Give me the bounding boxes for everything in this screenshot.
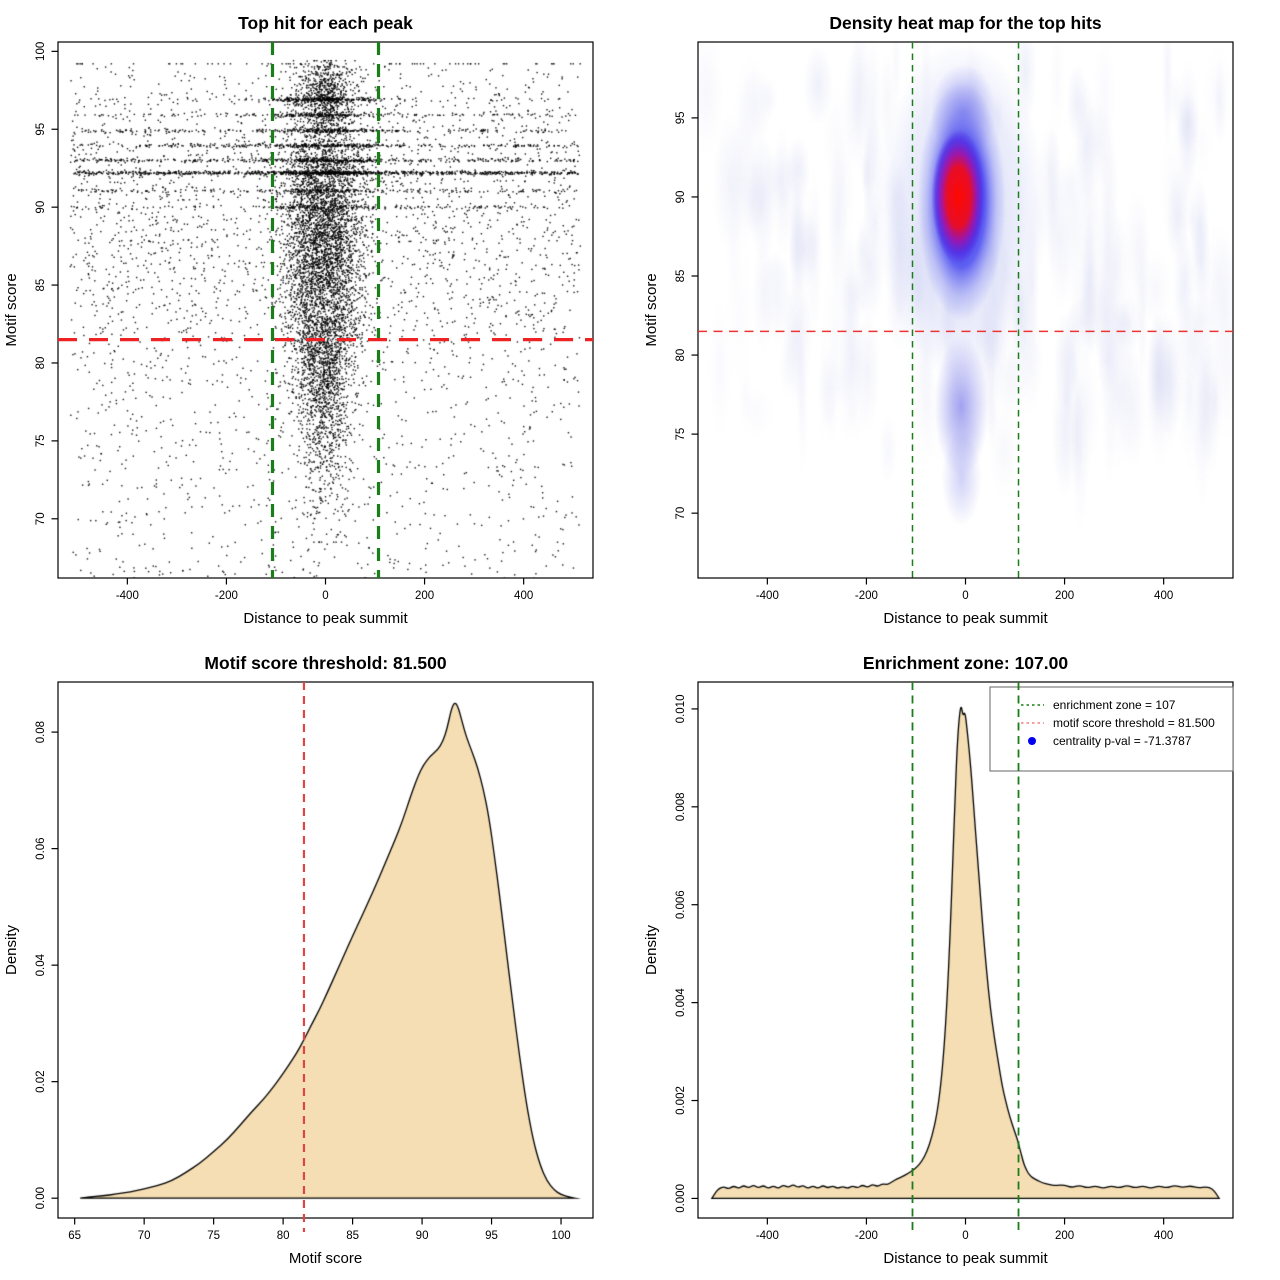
x-tick-label: 200 [415, 590, 434, 602]
x-tick-label: 80 [277, 1230, 290, 1242]
legend-item-label: enrichment zone = 107 [1053, 698, 1176, 712]
x-tick-label: -200 [215, 590, 238, 602]
scatter-overlay: -400 -200 0 200 400 70 75 80 85 90 95 100 Top hit f… [3, 13, 594, 627]
x-tick-label: 200 [1055, 590, 1074, 602]
y-tick-label: 0.06 [35, 837, 47, 859]
y-tick-label: 0.00 [35, 1187, 47, 1209]
x-tick-label: -400 [116, 590, 139, 602]
x-tick-label: 65 [68, 1230, 81, 1242]
y-tick-label: 0.000 [675, 1184, 687, 1213]
score-density-axes-group: 65 70 75 80 85 90 95 100 0.00 0.02 0.04 0.06 0.08 [35, 681, 594, 1242]
y-tick-label: 0.008 [675, 792, 687, 821]
plot-frame [57, 681, 594, 1219]
y-tick-label: 0.010 [675, 695, 687, 724]
y-tick-label: 85 [675, 270, 687, 283]
x-tick-label: 90 [416, 1230, 429, 1242]
y-axis-label: Density [3, 924, 20, 975]
y-tick-label: 0.08 [35, 721, 47, 743]
x-axis-label: Distance to peak summit [883, 1250, 1048, 1267]
x-axis-label: Motif score [289, 1250, 362, 1267]
x-tick-label: 70 [138, 1230, 151, 1242]
y-tick-label: 100 [35, 42, 47, 61]
x-axis-label: Distance to peak summit [883, 610, 1048, 627]
x-tick-label: 75 [207, 1230, 220, 1242]
y-tick-label: 80 [675, 349, 687, 362]
y-tick-label: 0.04 [35, 953, 47, 976]
y-tick-label: 70 [675, 507, 687, 520]
x-tick-label: -400 [756, 1230, 779, 1242]
legend-centrality-point [1028, 737, 1036, 745]
legend-item-label: motif score threshold = 81.500 [1053, 716, 1215, 730]
y-tick-label: 0.006 [675, 890, 687, 919]
panel-top-hit-scatter: -400 -200 0 200 400 70 75 80 85 90 95 100 Top hit f… [0, 0, 640, 640]
heatmap-overlay: -400 -200 0 200 400 70 75 80 85 90 95 Density heat… [643, 13, 1234, 627]
y-tick-label: 0.002 [675, 1086, 687, 1115]
panel-title: Motif score threshold: 81.500 [204, 653, 446, 673]
y-axis-label: Motif score [3, 273, 20, 346]
legend-box [989, 686, 1234, 772]
y-tick-label: 75 [675, 428, 687, 441]
scatter-points-canvas [0, 0, 640, 640]
heatmap-canvas [640, 0, 1280, 640]
y-tick-label: 80 [35, 357, 47, 370]
y-tick-label: 95 [675, 111, 687, 124]
x-tick-label: -400 [756, 590, 779, 602]
panel-distance-density: -400 -200 0 200 400 0.000 0.002 0.004 0.006 0.008… [640, 640, 1280, 1280]
y-axis-label: Density [643, 924, 660, 975]
x-tick-label: 0 [962, 1230, 968, 1242]
y-tick-label: 95 [35, 123, 47, 136]
distance-density-axes-group: -400 -200 0 200 400 0.000 0.002 0.004 0.006 0.008… [675, 681, 1234, 1242]
y-tick-label: 0.02 [35, 1070, 47, 1092]
x-tick-label: 200 [1055, 1230, 1074, 1242]
legend-item-label: centrality p-val = -71.3787 [1053, 734, 1192, 748]
panel-title: Density heat map for the top hits [829, 13, 1102, 33]
panel-density-heatmap: -400 -200 0 200 400 70 75 80 85 90 95 Density heat… [640, 0, 1280, 640]
y-tick-label: 85 [35, 279, 47, 292]
x-tick-label: 85 [346, 1230, 359, 1242]
panel-title: Top hit for each peak [238, 13, 413, 33]
x-tick-label: 0 [322, 590, 328, 602]
x-tick-label: 400 [1154, 1230, 1173, 1242]
plot-frame [57, 41, 594, 579]
score-density-overlay: 65 70 75 80 85 90 95 100 0.00 0.02 0.04 0.06 0.08 Mo… [3, 653, 594, 1267]
x-axis-label: Distance to peak summit [243, 610, 408, 627]
score-density-canvas [0, 640, 640, 1280]
x-tick-label: -200 [855, 590, 878, 602]
x-tick-label: 95 [485, 1230, 498, 1242]
y-tick-label: 70 [35, 512, 47, 525]
legend: enrichment zone = 107 motif score thresho… [989, 686, 1234, 772]
y-tick-label: 90 [35, 201, 47, 214]
y-tick-label: 0.004 [675, 988, 687, 1017]
x-tick-label: 400 [514, 590, 533, 602]
x-tick-label: 400 [1154, 590, 1173, 602]
y-axis-label: Motif score [643, 273, 660, 346]
y-tick-label: 90 [675, 191, 687, 204]
y-tick-label: 75 [35, 434, 47, 447]
heatmap-axes-group: -400 -200 0 200 400 70 75 80 85 90 95 [675, 41, 1234, 602]
plot-frame [697, 41, 1234, 579]
scatter-axes-group: -400 -200 0 200 400 70 75 80 85 90 95 100 [35, 41, 594, 602]
x-tick-label: 0 [962, 590, 968, 602]
panel-title: Enrichment zone: 107.00 [863, 653, 1068, 673]
panel-motif-score-density: 65 70 75 80 85 90 95 100 0.00 0.02 0.04 0.06 0.08 Mo… [0, 640, 640, 1280]
x-tick-label: -200 [855, 1230, 878, 1242]
distance-density-overlay: -400 -200 0 200 400 0.000 0.002 0.004 0.006 0.008… [643, 653, 1234, 1267]
x-tick-label: 100 [551, 1230, 570, 1242]
